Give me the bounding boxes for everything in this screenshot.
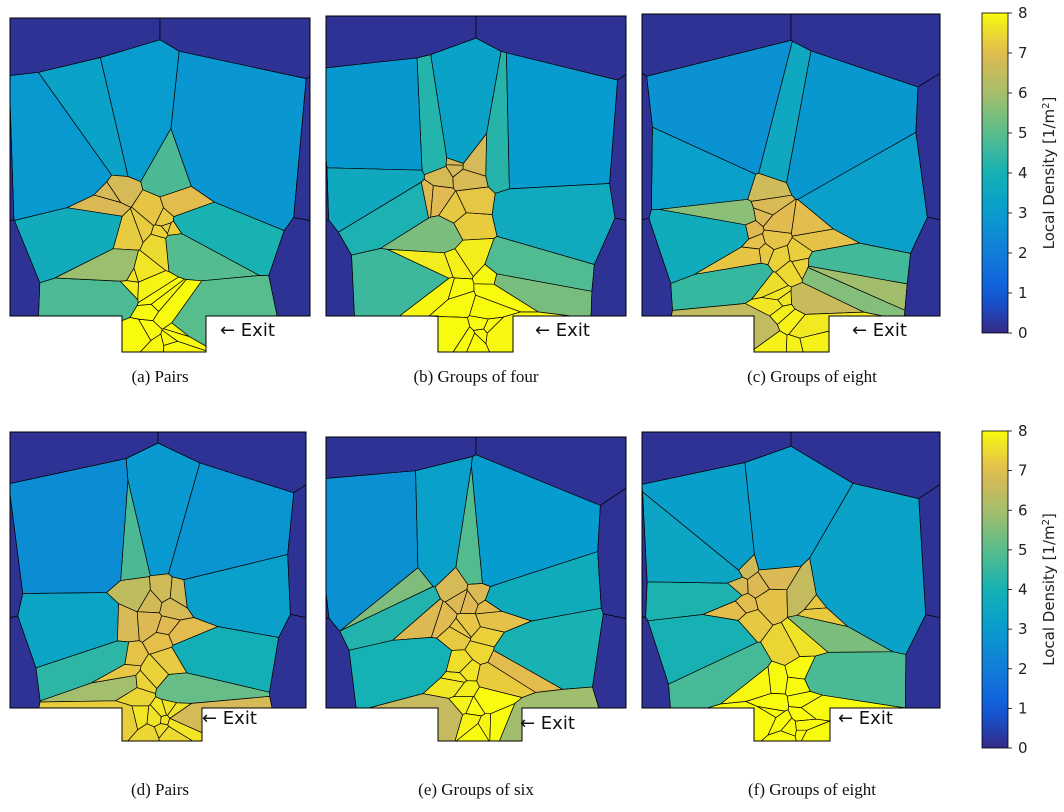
caption-f: (f) Groups of eight: [748, 780, 876, 799]
voronoi-cell: [464, 640, 495, 665]
colorbar-gradient: [981, 12, 1009, 334]
colorbar-1: 0 1 2 3 4 5 6 7 8 Local Density [1/m2]: [981, 4, 1058, 342]
voronoi-cell: [750, 194, 797, 216]
voronoi-cell: [153, 723, 170, 739]
voronoi-cell: [161, 698, 178, 716]
voronoi-cell: [38, 277, 139, 322]
voronoi-cell: [53, 248, 139, 282]
voronoi-cell: [757, 565, 802, 591]
voronoi-cell: [135, 669, 158, 694]
room-outline: [325, 15, 627, 353]
voronoi-cell: [452, 168, 489, 192]
colorbar-tick-label: 4: [1018, 164, 1028, 182]
panel-f: ← Exit: [641, 431, 941, 742]
voronoi-cell: [780, 617, 829, 657]
colorbar-tick-label: 1: [1018, 284, 1028, 302]
voronoi-cell: [106, 576, 151, 613]
room-outline: [9, 17, 311, 353]
caption-a: (a) Pairs: [131, 367, 189, 386]
caption-c: (c) Groups of eight: [747, 367, 877, 386]
colorbar-tick-label: 3: [1018, 620, 1028, 638]
colorbar-title: Local Density [1/m2]: [1040, 513, 1058, 666]
exit-label: ← Exit: [838, 708, 893, 729]
voronoi-cell: [775, 260, 803, 288]
room-outline: [325, 436, 627, 742]
colorbar-tick-label: 5: [1018, 124, 1028, 142]
colorbar-tick-label: 7: [1018, 44, 1028, 62]
voronoi-cell: [791, 199, 835, 237]
panel-a: ← Exit: [9, 17, 311, 353]
panel-d: ← Exit: [9, 431, 307, 742]
voronoi-cell: [694, 246, 762, 275]
voronoi-cell: [131, 705, 150, 731]
voronoi-cell: [795, 718, 832, 731]
exit-label: ← Exit: [852, 320, 907, 341]
colorbar-tick-label: 8: [1018, 422, 1028, 440]
voronoi-cell: [454, 238, 495, 278]
voronoi-cell: [436, 626, 472, 651]
colorbar-tick-label: 6: [1018, 84, 1028, 102]
voronoi-cell: [767, 660, 789, 695]
exit-label: ← Exit: [535, 320, 590, 341]
colorbar-tick-label: 6: [1018, 501, 1028, 519]
colorbar-tick-label: 5: [1018, 541, 1028, 559]
voronoi-cell: [786, 557, 817, 618]
voronoi-cell: [726, 576, 749, 596]
caption-b: (b) Groups of four: [413, 367, 539, 386]
caption-d: (d) Pairs: [130, 780, 190, 799]
colorbar-tick-label: 2: [1018, 660, 1028, 678]
colorbar-tick-label: 1: [1018, 699, 1028, 717]
colorbar-tick-label: 0: [1018, 324, 1028, 342]
colorbar-gradient: [981, 430, 1009, 749]
voronoi-cell: [597, 487, 627, 620]
colorbar-tick-label: 4: [1018, 581, 1028, 599]
panel-b: ← Exit: [325, 15, 627, 353]
voronoi-cell: [130, 206, 154, 244]
colorbar-tick-label: 7: [1018, 462, 1028, 480]
colorbar-title: Local Density [1/m2]: [1040, 97, 1058, 250]
voronoi-cell: [472, 328, 488, 345]
voronoi-cell: [38, 700, 139, 742]
colorbar-tick-label: 0: [1018, 739, 1028, 757]
voronoi-cell: [791, 228, 861, 252]
voronoi-cell: [760, 285, 792, 301]
voronoi-cell: [325, 57, 423, 171]
colorbar-tick-label: 2: [1018, 244, 1028, 262]
panel-e: ← Exit: [325, 436, 627, 742]
caption-e: (e) Groups of six: [418, 780, 534, 799]
panel-c: ← Exit: [641, 13, 941, 353]
colorbar-tick-label: 3: [1018, 204, 1028, 222]
exit-label: ← Exit: [220, 320, 275, 341]
exit-label: ← Exit: [202, 708, 257, 729]
room-outline: [641, 13, 941, 353]
exit-label: ← Exit: [520, 713, 575, 734]
room-outline: [641, 431, 941, 742]
voronoi-cell: [420, 178, 434, 219]
colorbar-tick-label: 8: [1018, 4, 1028, 22]
room-outline: [9, 431, 307, 742]
colorbar-2: 0 1 2 3 4 5 6 7 8 Local Density [1/m2]: [981, 422, 1058, 757]
voronoi-cell: [472, 263, 498, 285]
